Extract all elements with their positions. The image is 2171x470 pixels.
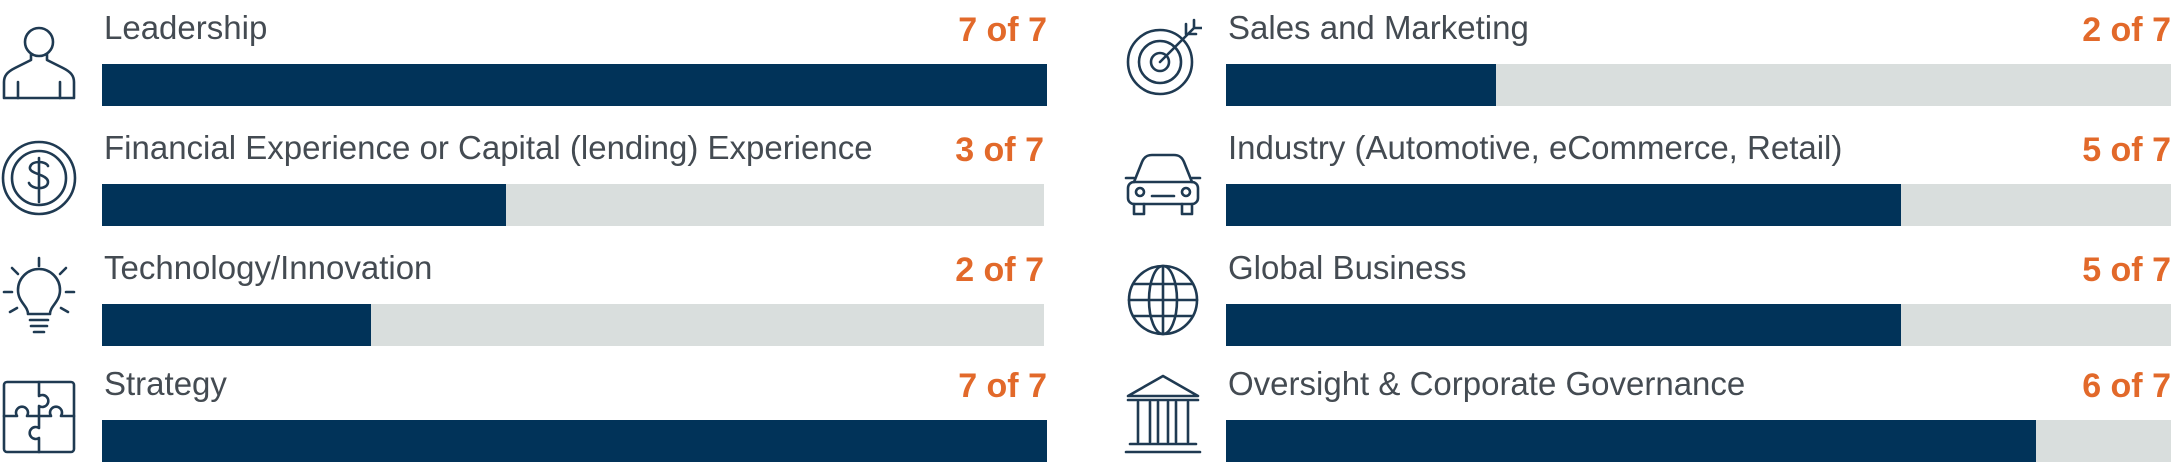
bar-track — [102, 420, 1047, 462]
skill-row: Oversight & Corporate Governance 6 of 7 — [1124, 365, 2171, 470]
skill-label: Oversight & Corporate Governance — [1228, 365, 1746, 402]
skill-label: Financial Experience or Capital (lending… — [104, 129, 873, 166]
skill-row: Financial Experience or Capital (lending… — [0, 129, 1044, 234]
skill-row: Sales and Marketing 2 of 7 — [1124, 9, 2171, 114]
skill-row: Strategy 7 of 7 — [0, 365, 1047, 470]
skill-count: 2 of 7 — [955, 251, 1044, 289]
skill-count: 5 of 7 — [2082, 131, 2171, 169]
car-icon — [1124, 136, 1202, 220]
bank-icon — [1124, 372, 1202, 456]
skill-label: Strategy — [104, 365, 227, 402]
bar-track — [1226, 420, 2171, 462]
bar-track — [1226, 304, 2171, 346]
bar-track — [102, 304, 1044, 346]
bar-fill — [102, 184, 506, 226]
bar-fill — [1226, 184, 1901, 226]
bar-track — [102, 184, 1044, 226]
bar-fill — [1226, 420, 2036, 462]
skill-count: 3 of 7 — [955, 131, 1044, 169]
skill-count: 6 of 7 — [2082, 367, 2171, 405]
skill-count: 7 of 7 — [958, 367, 1047, 405]
skill-count: 2 of 7 — [2082, 11, 2171, 49]
skill-row: Leadership 7 of 7 — [0, 9, 1047, 114]
skill-label: Global Business — [1228, 249, 1467, 286]
bar-fill — [1226, 304, 1901, 346]
person-icon — [0, 16, 78, 100]
globe-icon — [1124, 256, 1202, 340]
skill-row: Global Business 5 of 7 — [1124, 249, 2171, 354]
skill-label: Sales and Marketing — [1228, 9, 1529, 46]
bar-track — [102, 64, 1047, 106]
bar-fill — [102, 420, 1047, 462]
skill-label: Leadership — [104, 9, 268, 46]
bar-track — [1226, 64, 2171, 106]
skill-row: Technology/Innovation 2 of 7 — [0, 249, 1044, 354]
bar-fill — [1226, 64, 1496, 106]
puzzle-icon — [0, 372, 78, 456]
skill-count: 7 of 7 — [958, 11, 1047, 49]
skill-count: 5 of 7 — [2082, 251, 2171, 289]
bar-fill — [102, 64, 1047, 106]
lightbulb-icon — [0, 256, 78, 340]
skill-label: Industry (Automotive, eCommerce, Retail) — [1228, 129, 1843, 166]
skill-label: Technology/Innovation — [104, 249, 433, 286]
bar-track — [1226, 184, 2171, 226]
skill-row: Industry (Automotive, eCommerce, Retail)… — [1124, 129, 2171, 234]
bar-fill — [102, 304, 372, 346]
target-icon — [1124, 16, 1204, 100]
dollar-coin-icon — [0, 136, 78, 220]
